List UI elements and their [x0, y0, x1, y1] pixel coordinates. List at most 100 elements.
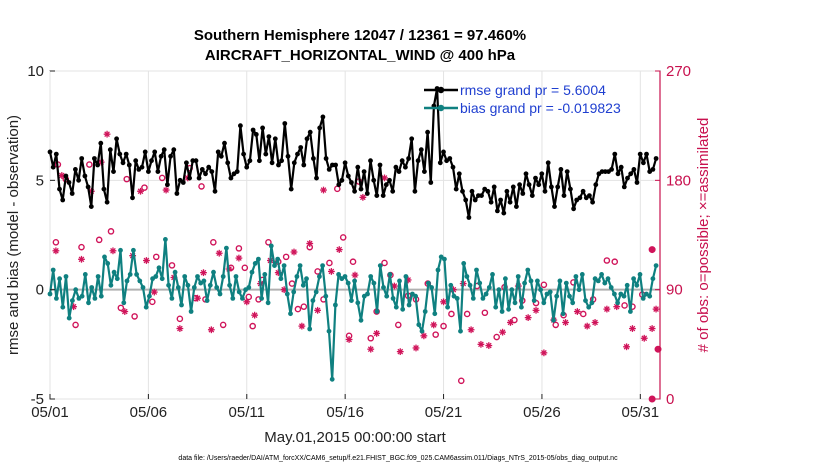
bias-series-point: [419, 328, 425, 334]
bias-series-point: [185, 282, 191, 288]
obs-assimilated-stroke: [413, 345, 419, 351]
bias-series-point: [259, 296, 264, 301]
obs-possible-marker: [294, 305, 302, 313]
rmse-series-point: [425, 129, 430, 135]
obs-assimilated-stroke: [367, 346, 374, 353]
bias-series-point: [512, 300, 518, 306]
bias-series-point: [233, 274, 239, 279]
bias-series-point: [422, 309, 428, 314]
bias-series-point: [313, 289, 319, 295]
rmse-series-point: [117, 151, 123, 157]
rmse-series-point: [514, 204, 519, 210]
rmse-series-point: [453, 186, 459, 192]
obs-assimilated-marker: [562, 319, 569, 326]
obs-possible-marker: [86, 161, 93, 168]
obs-assimilated-stroke: [251, 312, 258, 319]
bias-series-point: [490, 272, 495, 277]
bias-series-point: [477, 280, 483, 286]
obs-possible-marker: [78, 243, 85, 251]
bias-series-point: [307, 326, 313, 332]
rmse-series-point: [212, 188, 218, 194]
bias-series-point: [249, 269, 255, 275]
bias-series-point: [207, 282, 213, 288]
rmse-series-point: [564, 169, 570, 175]
rmse-series-point: [387, 177, 392, 183]
y-tick-label-left: 10: [27, 63, 44, 80]
obs-assimilated-marker: [591, 319, 599, 326]
bias-series-point: [121, 300, 127, 306]
bias-series-point: [70, 298, 75, 303]
rmse-series-point: [479, 193, 484, 199]
obs-possible-marker: [168, 262, 176, 269]
obs-possible-marker: [131, 313, 138, 320]
obs-assimilated-stroke: [478, 341, 484, 348]
bias-series-point: [108, 282, 114, 288]
bias-series-point: [195, 274, 200, 279]
rmse-series-point: [266, 134, 272, 140]
rmse-series-point: [450, 164, 456, 170]
bias-series-point: [227, 282, 233, 288]
rmse-series-point: [60, 197, 66, 203]
bias-series-point: [499, 309, 505, 314]
obs-assimilated-marker: [52, 247, 60, 255]
rmse-series-point: [247, 158, 253, 164]
bias-series-point: [352, 278, 357, 284]
bias-series-point: [355, 300, 361, 306]
bias-series-point: [134, 272, 140, 277]
chart-title-line2: AIRCRAFT_HORIZONTAL_WIND @ 400 hPa: [205, 47, 516, 64]
bias-series-point: [220, 274, 226, 279]
rmse-series-point: [250, 127, 256, 133]
obs-assimilated-marker: [200, 269, 207, 277]
bias-series-point: [300, 282, 306, 288]
rmse-series-point: [279, 158, 284, 164]
bias-series-point: [50, 267, 56, 273]
legend-bias-marker: [437, 104, 445, 112]
rmse-series-point: [561, 193, 567, 199]
rmse-series-point: [206, 164, 212, 170]
bias-series-point: [95, 274, 101, 279]
obs-possible-marker: [95, 236, 103, 244]
bias-series-point: [358, 317, 364, 323]
rmse-series-point: [244, 164, 250, 170]
rmse-series-point: [371, 177, 377, 183]
bias-series-point: [111, 269, 117, 275]
obs-assimilated-stroke: [243, 298, 250, 305]
obs-possible-marker: [282, 253, 290, 261]
legend: rmse grand pr = 5.6004 bias grand pr = -…: [424, 82, 621, 116]
legend-rmse-marker: [437, 86, 445, 94]
obs-possible-marker: [440, 322, 447, 330]
rmse-series-point: [361, 169, 367, 175]
obs-possible-marker: [158, 174, 166, 182]
y-tick-label-right: 0: [666, 391, 674, 408]
bias-series-point: [442, 256, 447, 262]
rmse-series-point: [355, 164, 361, 170]
rmse-series-point: [111, 169, 116, 175]
bias-series-point: [140, 285, 146, 290]
obs-assimilated-stroke: [468, 326, 474, 333]
bias-series-point: [506, 306, 511, 312]
bias-series-point: [541, 300, 547, 306]
obs-possible-marker: [394, 321, 402, 329]
rmse-series-point: [377, 162, 383, 168]
obs-assimilated-marker: [121, 308, 129, 315]
obs-assimilated-stroke: [541, 349, 547, 356]
obs-possible-marker: [117, 304, 125, 312]
bias-series-point: [333, 302, 338, 308]
rmse-series-point: [152, 149, 158, 155]
obs-possible-marker: [300, 303, 308, 310]
rmse-series-point: [437, 160, 443, 166]
obs-assimilated-stroke: [373, 330, 380, 337]
rmse-series-point: [631, 167, 637, 172]
obs-possible-marker: [152, 253, 160, 261]
bias-series-point: [538, 287, 543, 293]
rmse-series-point: [320, 114, 326, 120]
rmse-series-point: [552, 204, 557, 210]
rmse-series-point: [342, 160, 348, 166]
y-tick-label-right: 90: [666, 282, 683, 299]
obs-assimilated-marker: [251, 311, 259, 319]
rmse-series-point: [196, 175, 202, 181]
rmse-series-point: [285, 153, 291, 159]
rmse-series-point: [383, 182, 389, 188]
bias-series-point: [105, 261, 111, 266]
obs-possible-marker: [540, 281, 548, 289]
